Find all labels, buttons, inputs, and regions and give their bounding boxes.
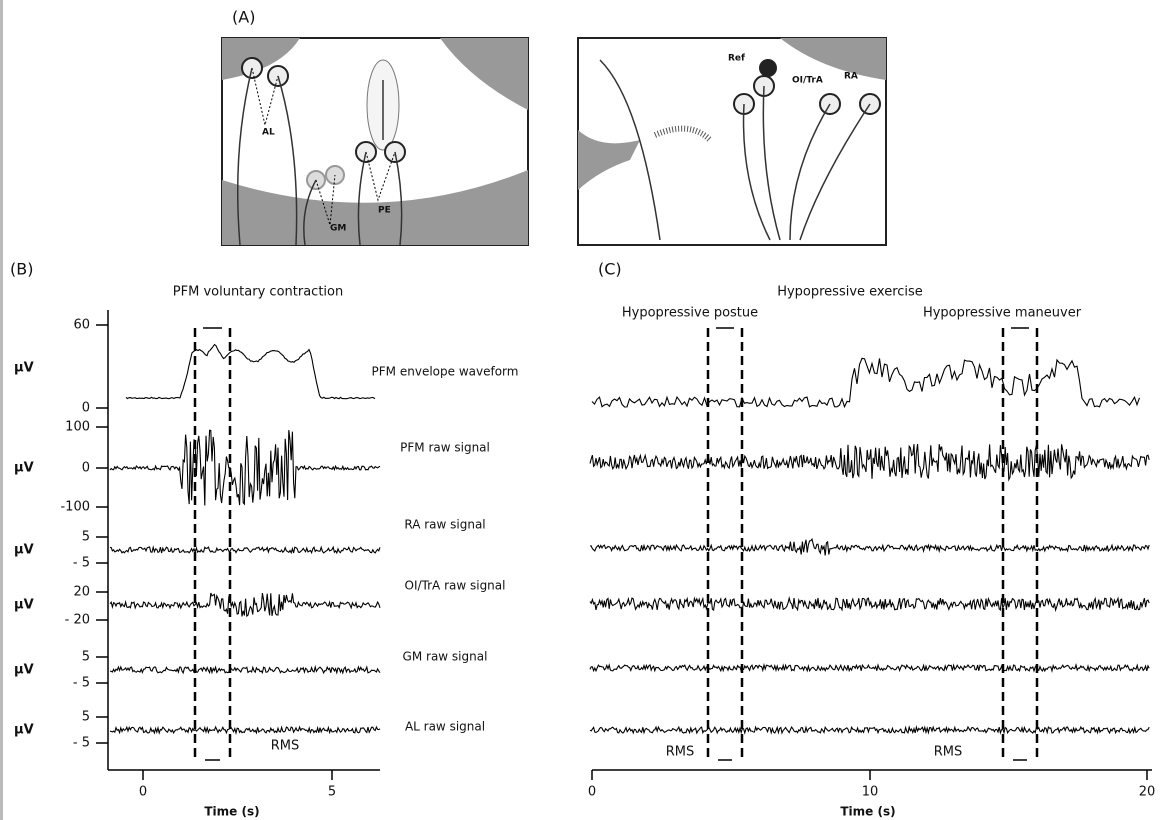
tick-label: 20 xyxy=(73,585,90,600)
label: (B) xyxy=(10,260,33,279)
channel-name: PFM raw signal xyxy=(400,441,490,455)
unit-label: μV xyxy=(14,663,34,678)
tick-label: - 5 xyxy=(73,676,90,691)
channel-name: OI/TrA raw signal xyxy=(405,579,506,593)
tick-label: -100 xyxy=(60,500,90,515)
x-axis xyxy=(592,770,1152,780)
rms-bracket xyxy=(716,328,1029,760)
label: (A) xyxy=(232,8,255,27)
envelope-trace xyxy=(126,345,375,399)
tick-label: 0 xyxy=(139,785,147,800)
unit-label: μV xyxy=(14,461,34,476)
unit-label: μV xyxy=(14,723,34,738)
tick-label: - 5 xyxy=(73,736,90,751)
signal-trace xyxy=(110,430,380,505)
axis-title: Time (s) xyxy=(204,805,259,819)
unit-label: μV xyxy=(14,361,34,376)
tick-label: 0 xyxy=(82,401,90,416)
tick-label: 60 xyxy=(73,318,90,333)
label: RMS xyxy=(666,745,695,760)
envelope-trace xyxy=(592,358,1140,407)
signal-trace xyxy=(590,444,1149,480)
illustration-left xyxy=(222,38,528,245)
tick-label: 5 xyxy=(82,650,90,665)
label: Hypopressive exercise xyxy=(777,285,923,300)
tick-label: 5 xyxy=(328,785,336,800)
label: Hypopressive maneuver xyxy=(923,306,1082,321)
tick-label: 0 xyxy=(588,785,596,800)
channel-name: RA raw signal xyxy=(404,518,485,532)
signal-trace xyxy=(110,593,380,616)
label: RMS xyxy=(271,739,300,754)
signal-trace xyxy=(110,547,380,553)
unit-label: μV xyxy=(14,543,34,558)
channel-name: PFM envelope waveform xyxy=(372,365,519,379)
illustration-right xyxy=(578,38,886,245)
tick-label: 100 xyxy=(65,420,90,435)
rms-window xyxy=(195,328,230,760)
tick-label: - 20 xyxy=(65,613,90,628)
tick-label: 20 xyxy=(1139,785,1156,800)
tick-label: 10 xyxy=(862,785,879,800)
signal-trace xyxy=(110,727,380,733)
edge xyxy=(0,0,3,820)
label: OI/TrA xyxy=(792,76,823,86)
label: RMS xyxy=(934,745,963,760)
x-axis xyxy=(108,770,380,780)
label: Ref xyxy=(728,54,745,64)
label: PFM voluntary contraction xyxy=(173,285,343,300)
tick-label: 0 xyxy=(82,461,90,476)
label: RA xyxy=(844,72,858,82)
channel-name: GM raw signal xyxy=(403,650,488,664)
rms-window xyxy=(708,328,1037,760)
tick-label: 5 xyxy=(82,710,90,725)
label: PE xyxy=(378,206,391,216)
tick-label: 5 xyxy=(82,530,90,545)
axis-title: Time (s) xyxy=(840,805,895,819)
signal-trace xyxy=(590,539,1149,555)
signal-trace xyxy=(590,665,1149,671)
signal-trace xyxy=(590,598,1149,610)
signal-trace xyxy=(590,727,1149,733)
unit-label: μV xyxy=(14,598,34,613)
tick-label: - 5 xyxy=(73,556,90,571)
rms-bracket xyxy=(203,328,222,760)
label: Hypopressive postue xyxy=(622,306,758,321)
figure: (A) AL GM PE Ref OI/TrA RA (B) PFM voluntary con… xyxy=(0,0,1169,820)
label: (C) xyxy=(598,260,622,279)
channel-name: AL raw signal xyxy=(405,720,485,734)
label: GM xyxy=(330,224,346,234)
label: AL xyxy=(262,128,275,138)
signal-trace xyxy=(110,667,380,673)
